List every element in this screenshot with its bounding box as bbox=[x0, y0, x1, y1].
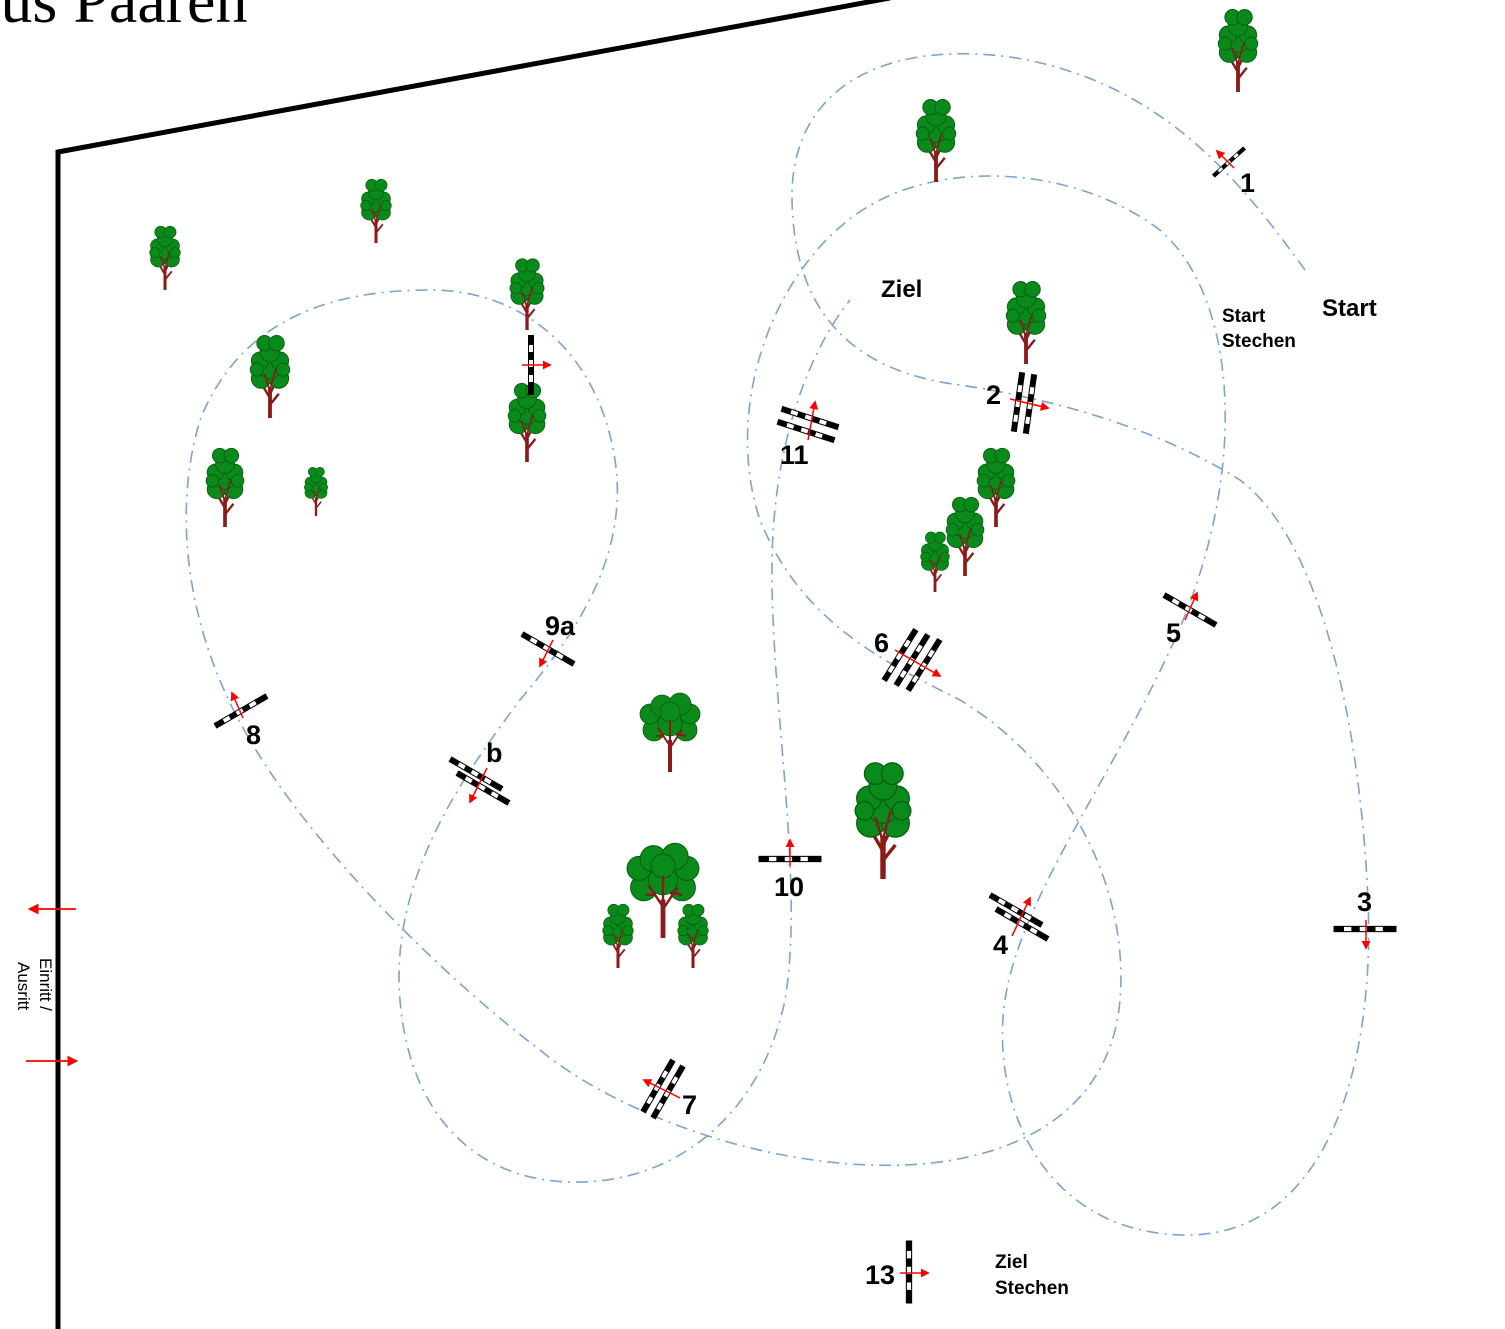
direction-arrow-icon bbox=[230, 691, 244, 719]
trees bbox=[148, 7, 1260, 970]
direction-arrow-icon bbox=[1215, 149, 1235, 169]
tree-icon bbox=[601, 902, 635, 970]
tree-icon bbox=[148, 224, 182, 292]
arena-border bbox=[55, 0, 891, 1329]
obstacle-icon bbox=[905, 1240, 913, 1304]
obstacle-2: 2 bbox=[986, 371, 1050, 435]
tree-icon bbox=[1216, 7, 1260, 94]
direction-arrow-icon bbox=[1009, 398, 1050, 411]
tree-icon bbox=[204, 446, 246, 529]
obstacle-11: 11 bbox=[776, 400, 840, 470]
obstacle-8: 8 bbox=[213, 691, 269, 750]
tree-icon bbox=[303, 466, 329, 518]
obstacle-9a: 9a bbox=[520, 611, 576, 668]
obstacle-unnumbered bbox=[522, 335, 552, 395]
obstacle-label: 7 bbox=[682, 1090, 697, 1120]
obstacles: 1 2 3 4 5 bbox=[213, 146, 1397, 1304]
start-label: Start bbox=[1322, 295, 1377, 322]
obstacle-label: 10 bbox=[774, 872, 804, 902]
obstacle-label: 9a bbox=[545, 611, 576, 641]
direction-arrow-icon bbox=[894, 649, 942, 677]
obstacle-6: 6 bbox=[874, 627, 943, 693]
start-stechen-label-line1: Start bbox=[1222, 306, 1266, 327]
tree-icon bbox=[855, 763, 911, 879]
tree-icon bbox=[975, 446, 1017, 529]
tree-icon bbox=[508, 257, 546, 332]
direction-arrow-icon bbox=[642, 1079, 681, 1099]
obstacle-4: 4 bbox=[988, 892, 1050, 960]
entrance-label-line1: Einritt / bbox=[36, 958, 55, 1011]
obstacle-b: b bbox=[448, 738, 511, 806]
direction-arrow-icon bbox=[807, 400, 819, 441]
tree-icon bbox=[506, 381, 548, 464]
tree-icon bbox=[676, 902, 710, 970]
ziel-label: Ziel bbox=[881, 276, 922, 303]
tree-icon bbox=[359, 177, 393, 245]
obstacle-label: 4 bbox=[993, 930, 1008, 960]
obstacle-label: 3 bbox=[1357, 887, 1372, 917]
tree-icon bbox=[1004, 279, 1048, 366]
obstacle-13: 13 bbox=[865, 1240, 930, 1304]
tree-icon bbox=[944, 495, 986, 578]
direction-arrow-icon bbox=[469, 767, 488, 804]
obstacle-label: 8 bbox=[246, 720, 261, 750]
entrance-label-line2: Ausritt bbox=[14, 962, 33, 1010]
obstacle-label: 2 bbox=[986, 380, 1001, 410]
obstacle-label: 5 bbox=[1166, 618, 1181, 648]
obstacle-1: 1 bbox=[1211, 146, 1255, 198]
obstacle-3: 3 bbox=[1333, 887, 1397, 950]
obstacle-label: 11 bbox=[780, 440, 809, 470]
direction-arrow-icon bbox=[1011, 896, 1031, 937]
ziel-stechen-label-line1: Ziel bbox=[995, 1252, 1028, 1273]
obstacle-label: b bbox=[486, 738, 503, 768]
tree-icon bbox=[919, 530, 951, 594]
obstacle-icon bbox=[1333, 925, 1397, 933]
tree-icon bbox=[638, 691, 702, 774]
course-route bbox=[185, 53, 1370, 1236]
page-title: aus Paaren bbox=[0, 0, 247, 36]
start-stechen-label-line2: Stechen bbox=[1222, 331, 1296, 352]
direction-arrow-icon bbox=[1184, 591, 1199, 621]
entrance-exit: Einritt / Ausritt bbox=[14, 903, 79, 1067]
tree-icon bbox=[914, 97, 958, 184]
direction-arrow-icon bbox=[539, 639, 554, 668]
ziel-stechen-label-line2: Stechen bbox=[995, 1278, 1069, 1299]
obstacle-label: 13 bbox=[865, 1260, 895, 1290]
obstacle-5: 5 bbox=[1162, 591, 1218, 648]
obstacle-label: 6 bbox=[874, 628, 889, 658]
tree-icon bbox=[248, 333, 292, 420]
obstacle-label: 1 bbox=[1240, 168, 1255, 198]
obstacle-10: 10 bbox=[758, 838, 822, 902]
obstacle-7: 7 bbox=[640, 1058, 697, 1120]
